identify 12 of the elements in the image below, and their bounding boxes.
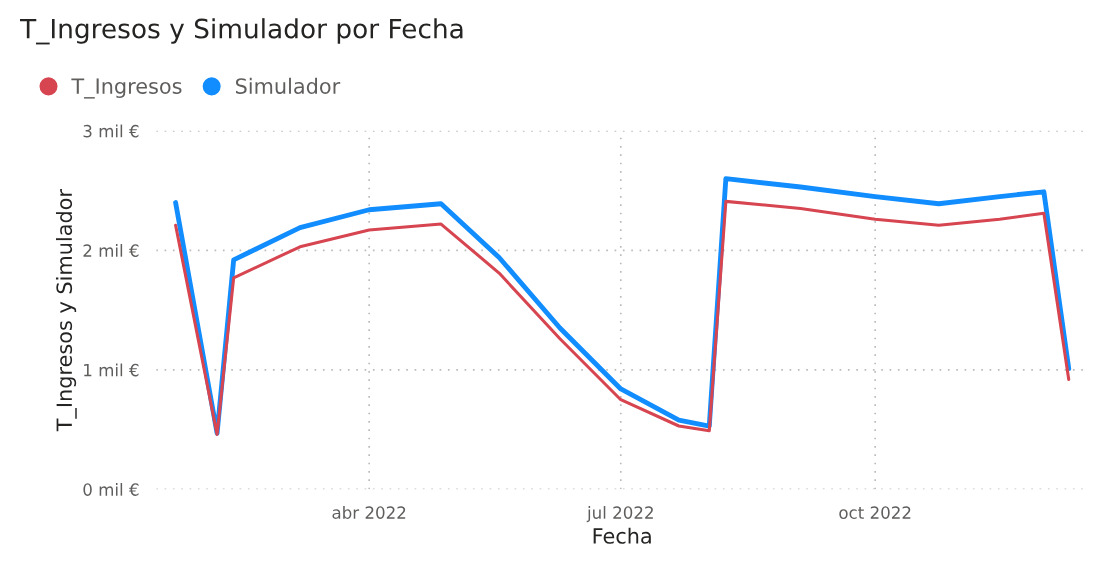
chart-title: T_Ingresos y Simulador por Fecha [20,18,463,45]
y-tick-label: 2 mil € [83,244,139,257]
y-tick-label: 1 mil € [84,363,139,377]
y-tick-label: 0 mil € [83,483,139,496]
x-axis-title: Fecha [593,527,651,544]
x-tick-label: jul 2022 [586,506,653,523]
legend-label: T_Ingresos [71,78,182,99]
legend-label: Simulador [235,77,341,94]
x-tick-label: oct 2022 [839,506,911,519]
y-axis-title: T_Ingresos y Simulador [55,188,77,432]
y-tick-label: 3 mil € [83,124,139,138]
x-tick-label: abr 2022 [332,506,406,519]
